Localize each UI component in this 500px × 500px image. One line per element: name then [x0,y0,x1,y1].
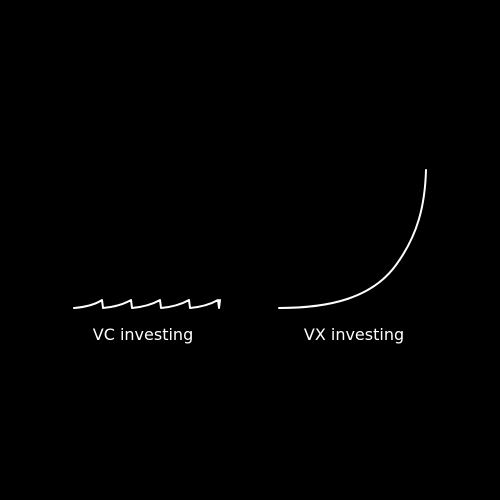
vc-investing-label: VC investing [92,325,194,344]
vx-investing-label: VX investing [303,325,405,344]
vc-sawtooth-curve [73,299,221,309]
vx-exponential-curve [278,169,427,309]
